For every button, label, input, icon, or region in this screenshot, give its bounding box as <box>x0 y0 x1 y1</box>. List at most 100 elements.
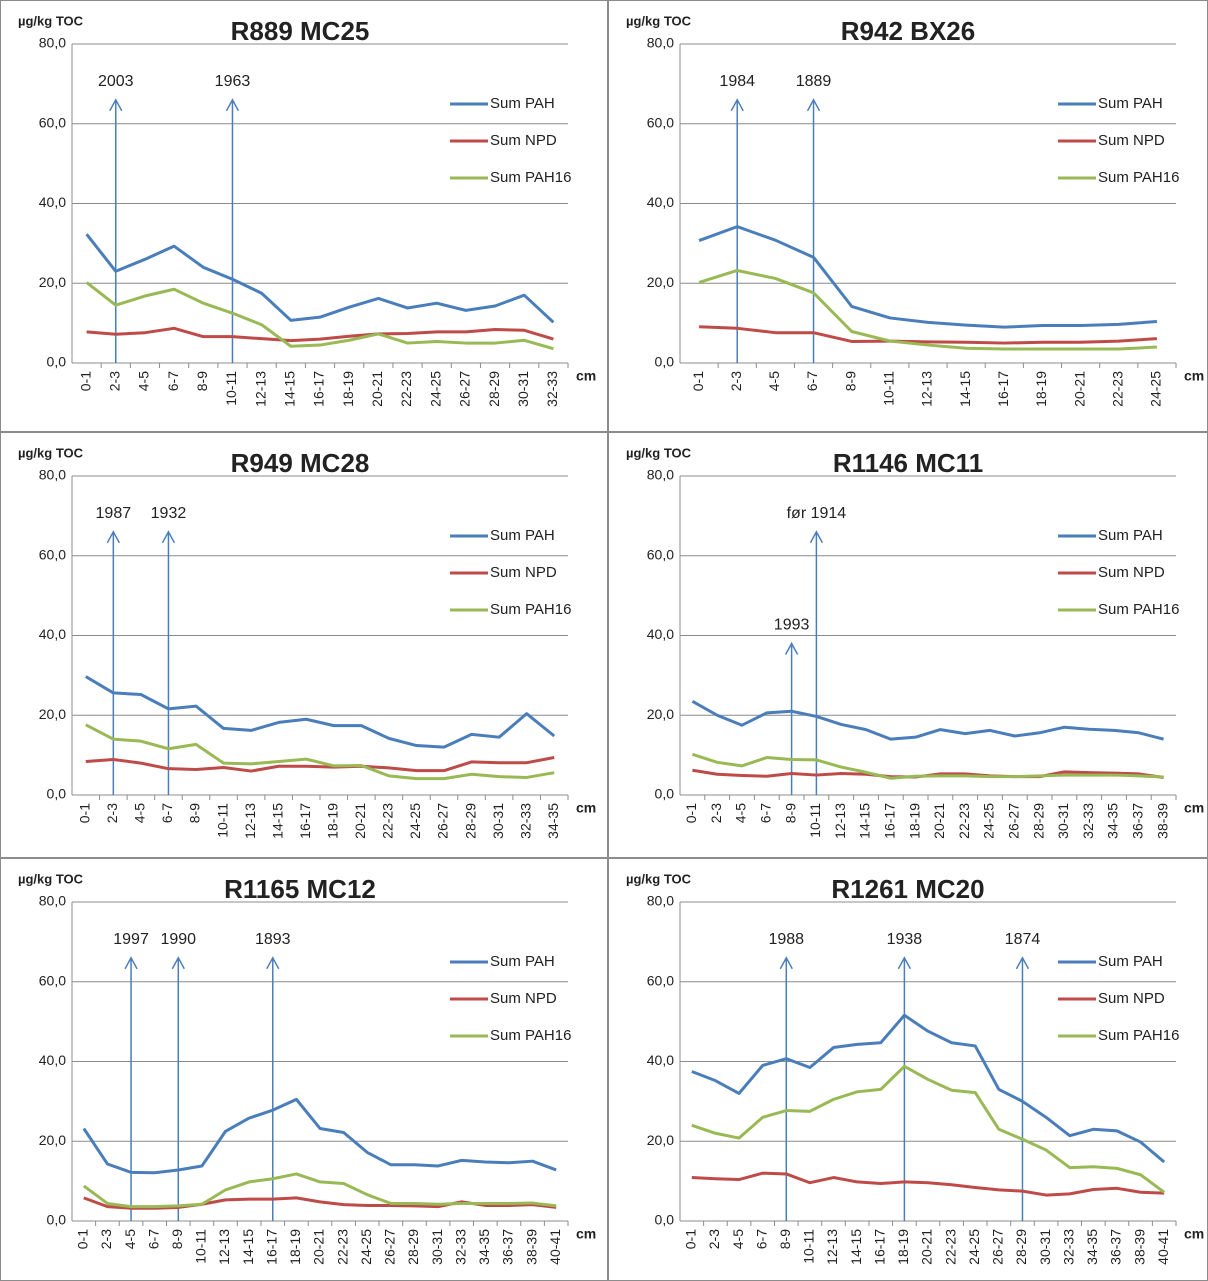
x-tick-label: 14-15 <box>240 1229 256 1265</box>
arrow-head <box>806 98 821 112</box>
y-axis-label: µg/kg TOC <box>18 871 84 886</box>
x-tick-label: 16-17 <box>871 1229 887 1265</box>
legend-label: Sum PAH <box>1098 95 1163 112</box>
annotation-label: 1997 <box>113 931 149 948</box>
arrow-head <box>1015 956 1030 970</box>
legend-label: Sum PAH16 <box>1098 601 1179 618</box>
annotation-label: 1938 <box>887 931 923 948</box>
x-tick-label: 38-39 <box>1154 803 1170 839</box>
x-tick-label: 20-21 <box>1071 371 1087 407</box>
x-axis-label: cm <box>1184 800 1204 816</box>
series-line <box>85 756 555 773</box>
y-tick-label: 0,0 <box>47 786 67 802</box>
y-tick-label: 0,0 <box>655 786 675 802</box>
annotation-label: 1874 <box>1005 931 1041 948</box>
y-tick-label: 80,0 <box>647 35 674 51</box>
y-tick-label: 60,0 <box>647 114 674 130</box>
y-tick-label: 80,0 <box>39 35 66 51</box>
x-tick-label: 6-7 <box>804 371 820 391</box>
x-tick-label: 18-19 <box>340 371 356 407</box>
x-tick-label: 20-21 <box>311 1229 327 1265</box>
series-line <box>82 1172 557 1209</box>
x-tick-label: 10-11 <box>223 371 239 406</box>
arrow-head <box>897 956 912 970</box>
y-tick-label: 40,0 <box>39 626 66 642</box>
x-tick-label: 32-33 <box>544 371 560 407</box>
arrow-head <box>730 98 744 112</box>
legend-label: Sum PAH <box>1098 953 1163 970</box>
series-line <box>691 752 1164 780</box>
x-tick-label: 34-35 <box>1105 803 1121 839</box>
annotation-label: 2003 <box>98 73 134 90</box>
x-tick-label: 12-13 <box>832 803 848 839</box>
y-tick-label: 40,0 <box>39 194 66 210</box>
x-tick-label: 24-25 <box>1148 371 1164 407</box>
arrow-head <box>779 956 793 970</box>
x-tick-label: 30-31 <box>429 1229 445 1265</box>
x-tick-label: 4-5 <box>122 1229 138 1249</box>
arrow-head <box>109 98 123 112</box>
series-line <box>85 675 556 749</box>
arrow-head <box>161 530 176 544</box>
arrow-head <box>784 641 799 655</box>
x-tick-label: 38-39 <box>523 1229 539 1265</box>
x-tick-label: 16-17 <box>311 371 327 407</box>
x-tick-label: 24-25 <box>981 803 997 839</box>
annotation-label: 1988 <box>768 931 804 948</box>
legend-label: Sum PAH16 <box>490 1027 571 1044</box>
series-line <box>691 1013 1166 1164</box>
x-tick-label: 12-13 <box>919 371 935 407</box>
y-tick-label: 0,0 <box>655 354 675 370</box>
y-tick-label: 40,0 <box>647 194 674 210</box>
legend-label: Sum PAH16 <box>490 169 571 186</box>
y-tick-label: 80,0 <box>647 467 674 483</box>
legend-label: Sum NPD <box>1098 132 1165 149</box>
x-tick-label: 18-19 <box>895 1229 911 1265</box>
legend-label: Sum PAH <box>1098 527 1163 544</box>
panel-border <box>0 432 608 858</box>
x-tick-label: 0-1 <box>77 371 93 391</box>
y-tick-label: 20,0 <box>39 706 66 722</box>
x-tick-label: 30-31 <box>1037 1229 1053 1265</box>
x-tick-label: 8-9 <box>782 803 798 823</box>
x-tick-label: 22-23 <box>398 371 414 407</box>
x-tick-label: 26-27 <box>990 1229 1006 1265</box>
chart-title: R1146 MC11 <box>833 448 983 478</box>
annotation-label: 1993 <box>774 617 810 634</box>
x-tick-label: 20-21 <box>919 1229 935 1265</box>
series-line <box>691 1171 1165 1197</box>
chart-title: R942 BX26 <box>841 16 975 46</box>
arrow-head <box>266 956 280 970</box>
x-tick-label: 16-17 <box>297 803 313 839</box>
panel-border <box>608 432 1208 858</box>
x-tick-label: 14-15 <box>282 371 298 407</box>
x-tick-label: 8-9 <box>187 803 203 823</box>
x-tick-label: 2-3 <box>98 1229 114 1249</box>
series-line <box>699 325 1158 345</box>
x-tick-label: 22-23 <box>334 1229 350 1265</box>
x-tick-label: 6-7 <box>159 803 175 823</box>
x-tick-label: 34-35 <box>1084 1229 1100 1265</box>
x-axis-label: cm <box>576 368 596 384</box>
legend-label: Sum NPD <box>490 132 557 149</box>
x-tick-label: 26-27 <box>1006 803 1022 839</box>
legend-label: Sum PAH <box>490 95 555 112</box>
x-tick-label: 28-29 <box>1013 1229 1029 1265</box>
x-tick-label: 28-29 <box>405 1229 421 1265</box>
x-tick-label: 26-27 <box>382 1229 398 1265</box>
x-tick-label: 6-7 <box>165 371 181 391</box>
y-tick-label: 20,0 <box>647 274 674 290</box>
x-tick-label: 2-3 <box>706 1229 722 1249</box>
x-tick-label: 6-7 <box>758 803 774 823</box>
x-tick-label: 18-19 <box>1033 371 1049 407</box>
x-tick-label: 24-25 <box>966 1229 982 1265</box>
x-tick-label: 8-9 <box>842 371 858 391</box>
series-line <box>698 225 1158 329</box>
x-tick-label: 18-19 <box>287 1229 303 1265</box>
y-axis-label: µg/kg TOC <box>18 445 84 460</box>
x-tick-label: 12-13 <box>824 1229 840 1265</box>
y-tick-label: 80,0 <box>647 893 674 909</box>
x-tick-label: 6-7 <box>753 1229 769 1249</box>
x-tick-label: 14-15 <box>857 803 873 839</box>
arrow-head <box>809 530 824 544</box>
